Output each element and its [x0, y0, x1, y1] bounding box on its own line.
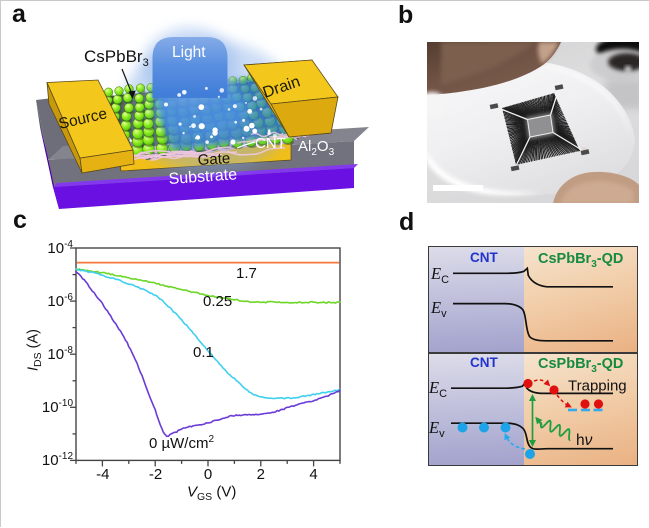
svg-text:CsPbBr3-QD: CsPbBr3-QD [538, 251, 623, 270]
svg-text:Trapping: Trapping [568, 378, 627, 395]
svg-text:EC: EC [428, 378, 447, 400]
svg-text:hν: hν [576, 432, 593, 449]
svg-text:CNT: CNT [470, 355, 498, 370]
svg-text:EC: EC [430, 264, 449, 286]
svg-text:Ev: Ev [428, 418, 445, 440]
svg-text:Ev: Ev [430, 298, 447, 320]
svg-text:CNT: CNT [470, 250, 498, 265]
svg-text:CsPbBr3-QD: CsPbBr3-QD [538, 356, 623, 375]
